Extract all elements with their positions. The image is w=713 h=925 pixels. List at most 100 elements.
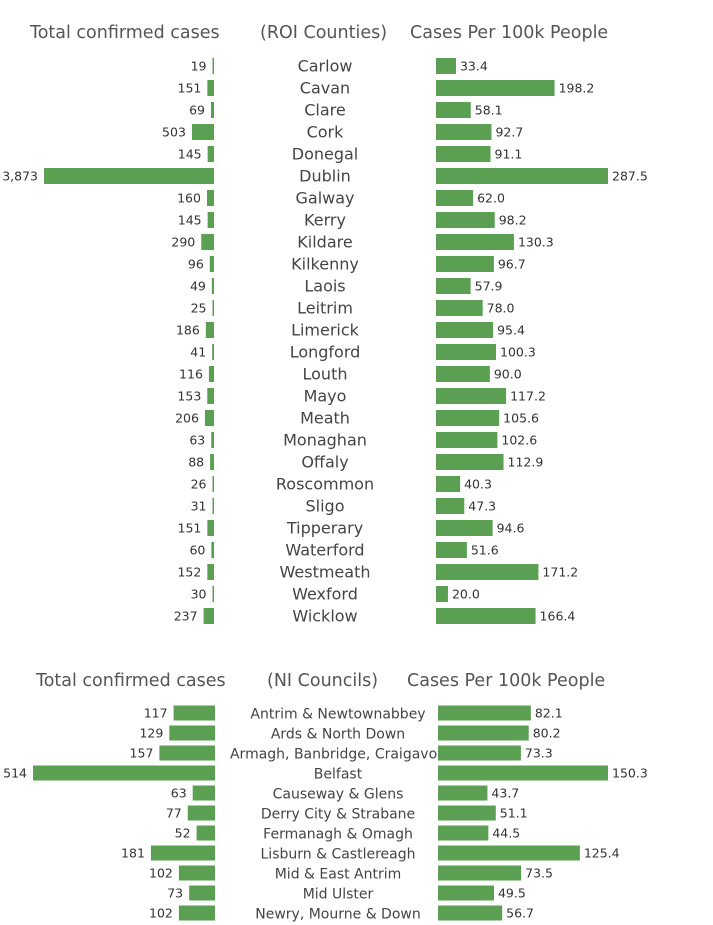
roi-rate-label-monaghan: 102.6 (501, 433, 537, 448)
roi-rate-bar-mayo (436, 388, 507, 404)
roi-rate-bar-leitrim (436, 300, 483, 316)
ni-rate-bar-ards-north-down (438, 725, 529, 741)
ni-rate-bar-armagh-banbridge-craigavon (438, 745, 521, 761)
roi-total-bar-wexford (212, 586, 214, 602)
ni-rate-bar-lisburn-castlereagh (438, 845, 580, 861)
roi-header-total: Total confirmed cases (29, 23, 220, 43)
ni-name-causeway-glens: Causeway & Glens (273, 787, 404, 803)
ni-total-label-lisburn-castlereagh: 181 (121, 846, 145, 861)
roi-rate-bar-dublin (436, 168, 608, 184)
ni-total-bar-lisburn-castlereagh (150, 845, 215, 861)
ni-total-bar-armagh-banbridge-craigavon (159, 745, 215, 761)
roi-rate-bar-waterford (436, 542, 467, 558)
roi-name-monaghan: Monaghan (283, 431, 367, 450)
ni-rate-label-belfast: 150.3 (612, 766, 648, 781)
ni-total-bar-belfast (33, 765, 215, 781)
ni-total-label-armagh-banbridge-craigavon: 157 (130, 746, 154, 761)
roi-total-label-carlow: 19 (191, 59, 207, 74)
ni-rate-label-ards-north-down: 80.2 (533, 726, 561, 741)
roi-total-bar-wicklow (203, 608, 214, 624)
ni-rate-label-derry-city-strabane: 51.1 (500, 806, 528, 821)
roi-total-label-waterford: 60 (189, 543, 205, 558)
roi-header-per100k: Cases Per 100k People (410, 23, 608, 43)
roi-rate-label-mayo: 117.2 (510, 389, 546, 404)
roi-total-label-dublin: 3,873 (2, 169, 38, 184)
roi-rate-bar-westmeath (436, 564, 539, 580)
roi-total-label-leitrim: 25 (191, 301, 207, 316)
roi-rate-bar-kerry (436, 212, 495, 228)
ni-total-label-causeway-glens: 63 (171, 786, 187, 801)
roi-total-label-laois: 49 (190, 279, 206, 294)
ni-rate-bar-fermanagh-omagh (438, 825, 489, 841)
ni-header-total: Total confirmed cases (35, 671, 226, 691)
roi-name-clare: Clare (304, 101, 346, 120)
roi-name-sligo: Sligo (306, 497, 345, 516)
ni-header-region: (NI Councils) (267, 671, 378, 691)
roi-rate-bar-kildare (436, 234, 514, 250)
roi-total-label-sligo: 31 (191, 499, 207, 514)
roi-rate-label-wicklow: 166.4 (540, 609, 576, 624)
roi-rate-label-kildare: 130.3 (518, 235, 554, 250)
roi-rate-label-cork: 92.7 (495, 125, 523, 140)
roi-name-kildare: Kildare (297, 233, 352, 252)
roi-total-bar-longford (212, 344, 214, 360)
roi-total-label-longford: 41 (190, 345, 206, 360)
roi-total-bar-meath (204, 410, 214, 426)
roi-total-label-cork: 503 (162, 125, 186, 140)
roi-rate-bar-meath (436, 410, 500, 426)
roi-name-louth: Louth (303, 365, 348, 384)
ni-rate-label-causeway-glens: 43.7 (491, 786, 519, 801)
ni-rate-bar-newry-mourne-down (438, 905, 503, 921)
roi-total-bar-roscommon (212, 476, 214, 492)
roi-rate-bar-wicklow (436, 608, 536, 624)
roi-rate-bar-roscommon (436, 476, 461, 492)
roi-name-carlow: Carlow (298, 57, 353, 76)
roi-rate-bar-kilkenny (436, 256, 494, 272)
roi-total-bar-sligo (212, 498, 214, 514)
roi-name-laois: Laois (304, 277, 345, 296)
roi-total-bar-tipperary (207, 520, 214, 536)
ni-rate-bar-antrim-newtownabbey (438, 705, 531, 721)
roi-rate-label-laois: 57.9 (475, 279, 503, 294)
ni-name-derry-city-strabane: Derry City & Strabane (261, 807, 415, 823)
ni-total-bar-antrim-newtownabbey (173, 705, 215, 721)
roi-total-label-mayo: 153 (177, 389, 201, 404)
ni-name-ards-north-down: Ards & North Down (271, 727, 405, 743)
ni-rate-label-mid-east-antrim: 73.5 (525, 866, 553, 881)
roi-name-mayo: Mayo (304, 387, 347, 406)
roi-total-bar-westmeath (207, 564, 214, 580)
roi-total-label-wicklow: 237 (174, 609, 198, 624)
ni-rate-label-armagh-banbridge-craigavon: 73.3 (525, 746, 553, 761)
roi-rate-label-offaly: 112.9 (508, 455, 544, 470)
roi-rate-label-meath: 105.6 (503, 411, 539, 426)
roi-rate-label-tipperary: 94.6 (497, 521, 525, 536)
roi-total-label-louth: 116 (179, 367, 203, 382)
roi-rate-bar-wexford (436, 586, 448, 602)
roi-total-label-clare: 69 (189, 103, 205, 118)
roi-rate-bar-monaghan (436, 432, 498, 448)
roi-total-bar-leitrim (212, 300, 214, 316)
roi-total-label-kildare: 290 (171, 235, 195, 250)
roi-total-bar-dublin (44, 168, 214, 184)
roi-total-bar-galway (206, 190, 214, 206)
ni-name-antrim-newtownabbey: Antrim & Newtownabbey (250, 707, 425, 723)
roi-total-label-roscommon: 26 (191, 477, 207, 492)
roi-total-label-limerick: 186 (176, 323, 200, 338)
ni-total-label-antrim-newtownabbey: 117 (144, 706, 168, 721)
ni-total-bar-causeway-glens (192, 785, 215, 801)
roi-rate-label-kilkenny: 96.7 (498, 257, 526, 272)
ni-total-label-ards-north-down: 129 (139, 726, 163, 741)
ni-rate-bar-causeway-glens (438, 785, 488, 801)
ni-total-label-newry-mourne-down: 102 (149, 906, 173, 921)
roi-total-bar-donegal (207, 146, 214, 162)
roi-rate-bar-donegal (436, 146, 491, 162)
roi-name-leitrim: Leitrim (297, 299, 353, 318)
ni-total-label-derry-city-strabane: 77 (166, 806, 182, 821)
ni-name-lisburn-castlereagh: Lisburn & Castlereagh (261, 847, 416, 863)
roi-total-bar-offaly (210, 454, 214, 470)
roi-total-label-wexford: 30 (191, 587, 207, 602)
roi-name-kilkenny: Kilkenny (291, 255, 359, 274)
ni-name-armagh-banbridge-craigavon: Armagh, Banbridge, Craigavon (230, 747, 446, 763)
ni-name-mid-ulster: Mid Ulster (303, 887, 374, 903)
roi-total-bar-mayo (207, 388, 214, 404)
